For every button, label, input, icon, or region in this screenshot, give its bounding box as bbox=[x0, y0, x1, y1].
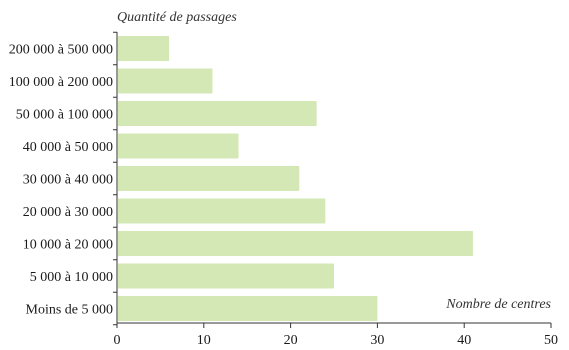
x-tick-label: 40 bbox=[457, 333, 471, 348]
bar-7 bbox=[118, 231, 473, 256]
category-label: 100 000 à 200 000 bbox=[9, 75, 113, 90]
category-label: 40 000 à 50 000 bbox=[23, 140, 113, 155]
category-labels-group: 200 000 à 500 000 100 000 à 200 000 50 000… bbox=[9, 43, 113, 318]
bars-group bbox=[118, 36, 473, 321]
x-tick-label: 10 bbox=[197, 333, 211, 348]
bar-5 bbox=[118, 166, 300, 191]
bar-4 bbox=[118, 133, 239, 159]
category-label: 50 000 à 100 000 bbox=[16, 108, 113, 123]
x-tick-label: 20 bbox=[284, 333, 298, 348]
category-label: 30 000 à 40 000 bbox=[23, 173, 113, 188]
category-label: Moins de 5 000 bbox=[26, 303, 114, 318]
x-tick-label: 50 bbox=[544, 333, 558, 348]
bar-3 bbox=[118, 101, 317, 126]
category-label: 200 000 à 500 000 bbox=[9, 43, 113, 58]
bar-6 bbox=[118, 198, 326, 224]
bar-8 bbox=[118, 263, 334, 289]
bar-9 bbox=[118, 296, 378, 321]
y-axis-title: Quantité de passages bbox=[117, 10, 237, 25]
axes-group: 0 10 20 30 40 50 bbox=[113, 31, 558, 348]
category-label: 10 000 à 20 000 bbox=[23, 238, 113, 253]
x-axis-title: Nombre de centres bbox=[445, 297, 551, 312]
x-tick-label: 30 bbox=[370, 333, 384, 348]
category-label: 5 000 à 10 000 bbox=[30, 270, 113, 285]
category-label: 20 000 à 30 000 bbox=[23, 205, 113, 220]
bar-2 bbox=[118, 68, 213, 94]
x-tick-label: 0 bbox=[114, 333, 121, 348]
bar-1 bbox=[118, 36, 170, 61]
